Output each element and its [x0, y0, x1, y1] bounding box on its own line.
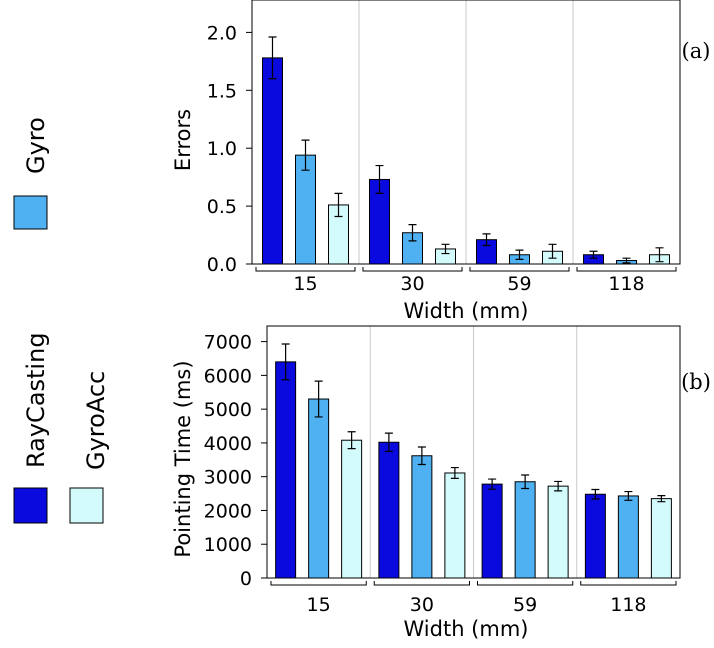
legend-label-gyro: Gyro — [22, 117, 50, 174]
x-category-bracket — [362, 267, 463, 272]
error-bar-gyro — [417, 446, 426, 466]
bar-gyro — [308, 398, 330, 579]
x-tick-label: 30 — [410, 594, 434, 616]
y-tick-label: 0.0 — [207, 254, 237, 276]
y-tick-label: 7000 — [204, 332, 252, 354]
x-category-bracket — [477, 581, 574, 586]
legend-label-raycasting: RayCasting — [22, 332, 50, 468]
chart-errors-panel-label: (a) — [682, 39, 711, 63]
error-bar-gyroacc — [450, 466, 459, 479]
bar-raycasting — [275, 361, 297, 579]
y-tick-label: 1.5 — [207, 80, 237, 102]
chart-errors-ylabel: Errors — [171, 109, 195, 171]
y-tick-label: 2.0 — [207, 22, 237, 44]
error-bar-raycasting — [591, 488, 600, 500]
legend: Gyro RayCasting GyroAcc — [13, 117, 110, 524]
bar-raycasting — [584, 493, 606, 579]
x-category-bracket — [576, 267, 677, 272]
bar-raycasting — [481, 483, 503, 579]
error-bar-raycasting — [375, 164, 384, 194]
chart-pointing-time: 0 1000 2000 3000 4000 5000 6000 7000 15 30 59 118 P… — [171, 325, 711, 641]
error-bar-gyro — [301, 139, 310, 171]
x-tick-label: 15 — [307, 594, 331, 616]
y-tick-label: 4000 — [204, 433, 252, 455]
y-tick-label: 1.0 — [207, 138, 237, 160]
y-tick-label: 3000 — [204, 467, 252, 489]
legend-label-gyroacc: GyroAcc — [82, 371, 110, 470]
chart-pointing-time-ylabel: Pointing Time (ms) — [171, 360, 195, 557]
y-tick-label: 2000 — [204, 500, 252, 522]
x-tick-label: 30 — [400, 273, 424, 295]
chart-errors: 0.0 0.5 1.0 1.5 2.0 15 30 59 118 Errors Width (m… — [171, 0, 710, 323]
error-bar-raycasting — [488, 478, 497, 490]
error-bar-gyro — [408, 224, 417, 242]
error-bar-gyroacc — [655, 247, 664, 263]
legend-swatch-raycasting — [13, 487, 48, 524]
plot-frame — [251, 0, 681, 265]
x-tick-label: 118 — [608, 273, 644, 295]
error-bar-gyro — [515, 249, 524, 260]
y-tick-label: 0.5 — [207, 196, 237, 218]
x-category-bracket — [255, 267, 356, 272]
y-tick-label: 0 — [240, 568, 252, 590]
x-category-bracket — [373, 581, 470, 586]
y-tick-label: 6000 — [204, 365, 252, 387]
x-category-bracket — [469, 267, 570, 272]
bar-gyroacc — [444, 472, 466, 579]
error-bar-gyroacc — [657, 495, 666, 503]
error-bar-gyro — [521, 474, 530, 490]
error-bar-raycasting — [281, 343, 290, 381]
bar-gyroacc — [650, 498, 672, 579]
error-bar-raycasting — [482, 233, 491, 247]
x-category-bracket — [270, 581, 367, 586]
error-bar-gyro — [624, 490, 633, 501]
plot-frame — [266, 325, 681, 579]
error-bar-gyro — [622, 257, 631, 264]
bar-gyro — [411, 455, 433, 579]
error-bar-gyroacc — [347, 431, 356, 450]
error-bar-raycasting — [589, 250, 598, 259]
bar-gyro — [617, 495, 639, 579]
legend-swatch-gyro — [13, 195, 48, 230]
bar-gyroacc — [547, 485, 569, 579]
error-bar-gyroacc — [334, 192, 343, 218]
x-category-bracket — [580, 581, 677, 586]
chart-pointing-time-panel-label: (b) — [681, 370, 711, 394]
bar-gyroacc — [341, 439, 363, 579]
bar-gyro — [514, 481, 536, 579]
bar-raycasting — [262, 57, 283, 265]
error-bar-gyro — [314, 380, 323, 418]
legend-swatch-gyroacc — [69, 487, 104, 524]
chart-pointing-time-xlabel: Width (mm) — [404, 617, 529, 641]
bar-gyro — [295, 154, 316, 265]
error-bar-gyroacc — [548, 243, 557, 259]
x-tick-label: 118 — [610, 594, 646, 616]
y-tick-label: 1000 — [204, 534, 252, 556]
error-bar-raycasting — [268, 36, 277, 80]
error-bar-raycasting — [384, 432, 393, 452]
chart-errors-xlabel: Width (mm) — [404, 299, 529, 323]
bar-raycasting — [378, 441, 400, 579]
x-tick-label: 59 — [513, 594, 537, 616]
x-tick-label: 59 — [507, 273, 531, 295]
x-tick-label: 15 — [293, 273, 317, 295]
y-tick-label: 5000 — [204, 399, 252, 421]
error-bar-gyroacc — [554, 480, 563, 492]
error-bar-gyroacc — [441, 243, 450, 255]
